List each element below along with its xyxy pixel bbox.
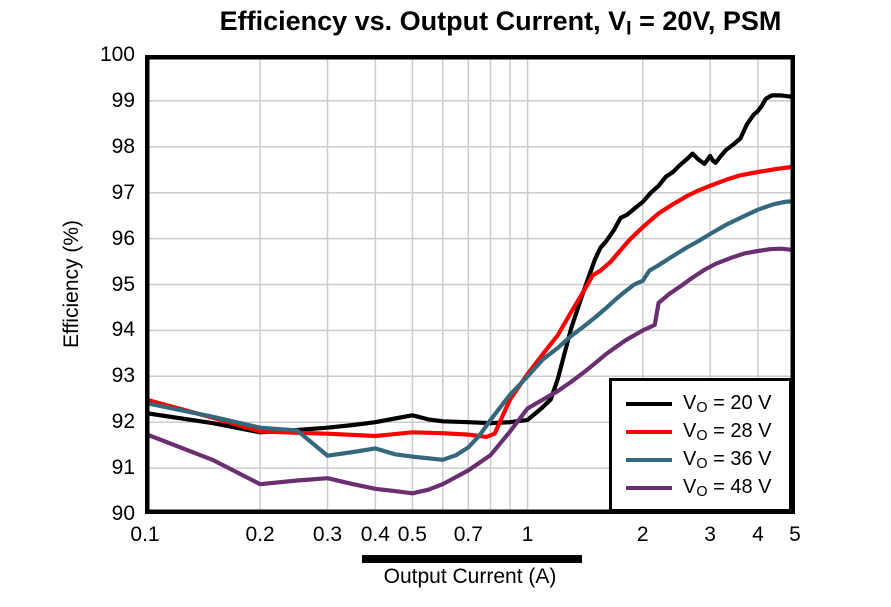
y-tick-label: 90 — [111, 502, 135, 525]
y-tick-label: 95 — [111, 272, 135, 296]
plot-frame — [145, 55, 795, 514]
chart-title: Efficiency vs. Output Current, VI = 20V,… — [110, 6, 891, 40]
legend-item-vo-48v: VO = 48 V — [612, 474, 789, 502]
legend-label-part: V — [683, 447, 697, 470]
x-tick-label: 0.2 — [245, 523, 275, 546]
y-tick-label: 97 — [111, 180, 135, 204]
x-tick-label: 2 — [636, 523, 649, 546]
x-tick-label: 4 — [752, 523, 764, 546]
y-tick-label: 92 — [111, 410, 135, 434]
legend-label-part: O — [696, 456, 708, 473]
legend-label-part: V — [683, 419, 697, 442]
legend-label: VO = 36 V — [683, 448, 771, 472]
legend-item-vo-36v: VO = 36 V — [612, 446, 789, 474]
legend-label-part: = 20 V — [707, 391, 772, 414]
y-tick-label: 94 — [111, 318, 135, 342]
legend-item-vo-20v: VO = 20 V — [612, 390, 789, 418]
series-line-vo-48v — [145, 246, 795, 496]
x-tick-label: 0.3 — [312, 523, 343, 546]
series-line-vo-36v — [145, 198, 795, 462]
legend-label-part: = 36 V — [707, 447, 772, 470]
x-tick-label: 5 — [789, 523, 801, 546]
legend-line-swatch-vo-28v — [626, 430, 672, 434]
y-tick-label: 98 — [111, 134, 135, 158]
legend-label: VO = 28 V — [683, 420, 771, 444]
y-tick-label: 91 — [111, 456, 135, 480]
legend-item-vo-28v: VO = 28 V — [612, 418, 789, 446]
y-tick-label: 99 — [111, 88, 135, 112]
x-axis-label: Output Current (A) — [383, 565, 557, 588]
x-tick-label: 0.4 — [360, 523, 390, 546]
x-tick-label: 3 — [704, 523, 716, 546]
y-tick-label: 93 — [111, 364, 135, 388]
legend-label-part: O — [696, 428, 708, 445]
legend-line-swatch-vo-20v — [626, 402, 672, 406]
series-line-vo-28v — [145, 164, 795, 439]
legend-label-part: O — [696, 400, 708, 417]
series-line-vo-20v — [145, 93, 795, 435]
legend-label-part: = 28 V — [707, 419, 772, 442]
y-tick-label: 100 — [99, 43, 135, 66]
chart-title-text: Efficiency vs. Output Current, V — [219, 6, 627, 36]
legend-label: VO = 48 V — [683, 476, 771, 500]
legend-label-part: O — [696, 484, 708, 501]
legend-label-part: = 48 V — [707, 475, 772, 498]
legend-label-part: V — [683, 391, 697, 414]
highlight-bar — [362, 555, 582, 563]
y-tick-label: 96 — [111, 226, 135, 250]
legend: VO = 20 V VO = 28 V VO = 36 V VO = 48 V — [609, 378, 792, 512]
chart-title-suffix: = 20V, PSM — [631, 6, 782, 36]
legend-line-swatch-vo-48v — [626, 486, 672, 490]
chart-title-subscript: I — [626, 17, 632, 40]
legend-label: VO = 20 V — [683, 392, 771, 416]
legend-label-part: V — [683, 475, 697, 498]
x-tick-label: 0.1 — [130, 523, 160, 546]
legend-line-swatch-vo-36v — [626, 458, 672, 462]
x-tick-label: 0.7 — [453, 523, 483, 546]
x-tick-label: 0.5 — [397, 523, 427, 546]
x-tick-label: 1 — [521, 523, 534, 546]
